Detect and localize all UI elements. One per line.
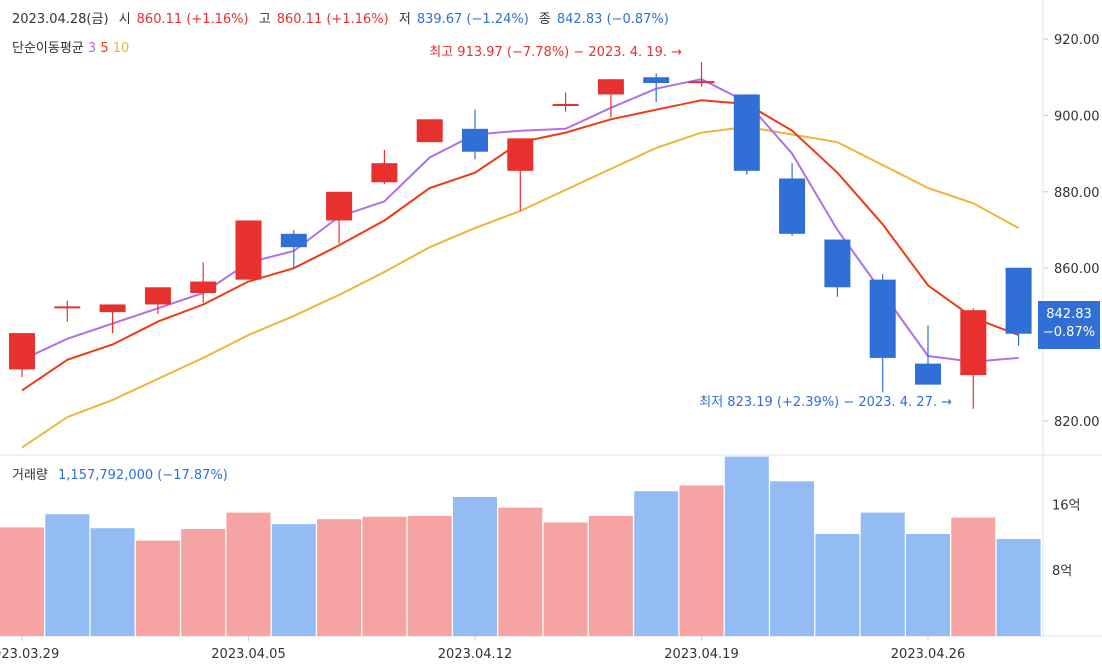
volume-bar: [770, 481, 815, 636]
ma3-legend: 3: [87, 41, 97, 56]
candle-body: [190, 281, 217, 293]
high-annotation: 최고 913.97 (−7.78%) − 2023. 4. 19. →: [429, 45, 682, 60]
volume-tick-label: 16억: [1052, 498, 1081, 513]
moving-average-legend[interactable]: 단순이동평균 3 5 10: [12, 37, 129, 56]
open-value: 860.11 (+1.16%): [136, 12, 249, 27]
candle-body: [779, 178, 806, 234]
candle-body: [869, 279, 896, 358]
candle-body: [1005, 267, 1032, 334]
price-tick-label: 880.00: [1054, 186, 1100, 201]
volume-bar: [271, 524, 316, 636]
volume-tick-label: 8억: [1052, 564, 1072, 579]
volume-value: 1,157,792,000 (−17.87%): [58, 468, 228, 483]
price-tick-label: 860.00: [1054, 262, 1100, 277]
volume-bar: [317, 519, 362, 636]
last-price-tag: 842.83 −0.87%: [1038, 301, 1100, 349]
volume-bar: [588, 515, 633, 636]
x-tick-label: 2023.04.12: [438, 647, 512, 662]
candle-body: [54, 306, 81, 309]
candle-body: [643, 77, 670, 83]
candle-body: [144, 287, 171, 305]
candle-body: [733, 94, 760, 171]
candle-body: [371, 163, 398, 183]
volume-bar: [135, 540, 180, 636]
volume-bar: [951, 517, 996, 636]
volume-bar: [181, 529, 226, 636]
ma10-legend: 10: [112, 41, 130, 56]
volume-bar: [407, 515, 452, 636]
volume-bar: [996, 538, 1041, 636]
price-tick-label: 820.00: [1054, 415, 1100, 430]
price-tick-label: 900.00: [1054, 109, 1100, 124]
last-price-value: 842.83: [1046, 307, 1092, 322]
volume-bar: [362, 516, 407, 636]
low-label: 저: [398, 12, 411, 27]
volume-bar: [498, 507, 543, 636]
x-tick-label: 2023.03.29: [0, 647, 59, 662]
candle-body: [280, 233, 307, 248]
candle-body: [235, 220, 262, 280]
volume-bar: [860, 512, 905, 636]
volume-bar: [0, 527, 44, 636]
low-annotation: 최저 823.19 (+2.39%) − 2023. 4. 27. →: [699, 395, 952, 410]
close-label: 종: [538, 12, 551, 27]
candle-body: [597, 79, 624, 95]
ohlc-header: 2023.04.28(금) 시 860.11 (+1.16%) 고 860.11 (…: [12, 8, 675, 27]
x-tick-label: 2023.04.26: [891, 647, 965, 662]
candle-body: [507, 138, 534, 171]
ma-legend-label: 단순이동평균: [12, 41, 84, 56]
ma3-line: [21, 78, 1019, 363]
volume-bar: [90, 528, 135, 636]
candle-body: [326, 191, 353, 221]
last-price-change: −0.87%: [1042, 325, 1096, 340]
low-value: 839.67 (−1.24%): [416, 12, 529, 27]
high-label: 고: [258, 12, 271, 27]
x-tick-label: 2023.04.05: [211, 647, 285, 662]
candle-body: [9, 333, 35, 370]
price-tick-label: 920.00: [1054, 33, 1100, 48]
volume-bar: [226, 512, 271, 636]
high-value: 860.11 (+1.16%): [276, 12, 389, 27]
volume-bar: [634, 491, 679, 636]
volume-bar: [906, 533, 950, 636]
header-date: 2023.04.28(금): [12, 12, 109, 27]
volume-bar: [543, 522, 588, 636]
volume-bar: [724, 456, 769, 636]
candle-body: [99, 304, 126, 313]
volume-header: 거래량 1,157,792,000 (−17.87%): [12, 464, 228, 483]
volume-bar: [453, 496, 497, 636]
candle-body: [915, 363, 941, 385]
candle-body: [824, 239, 851, 288]
candle-body: [462, 128, 488, 152]
candle-body: [688, 81, 715, 84]
volume-bar: [679, 485, 724, 636]
volume-label: 거래량: [12, 468, 48, 483]
volume-bar: [45, 514, 90, 636]
x-tick-label: 2023.04.19: [664, 647, 738, 662]
volume-bar: [815, 533, 860, 636]
candle-body: [552, 104, 579, 106]
close-value: 842.83 (−0.87%): [556, 12, 669, 27]
ma5-legend: 5: [100, 41, 109, 56]
candle-body: [960, 310, 987, 376]
open-label: 시: [118, 12, 131, 27]
candle-body: [416, 119, 443, 143]
